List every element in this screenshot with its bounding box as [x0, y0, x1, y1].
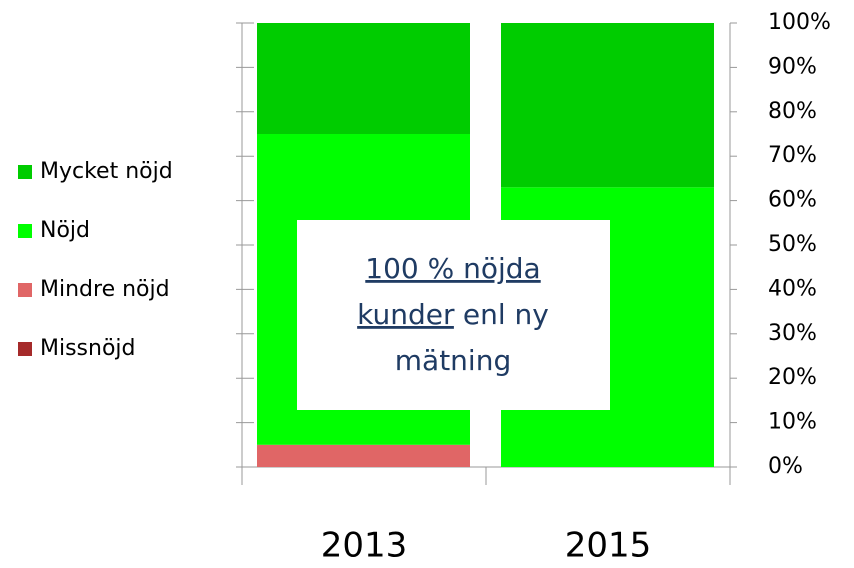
legend-swatch	[18, 224, 32, 238]
bar-segment	[257, 444, 470, 467]
annotation-link: 100 % nöjda	[365, 252, 540, 285]
annotation-text: mätning	[395, 344, 511, 377]
annotation: 100 % nöjda	[365, 252, 540, 285]
annotation-text: enl ny	[463, 298, 549, 331]
legend-swatch	[18, 283, 32, 297]
x-tick-label: 2013	[321, 526, 408, 566]
y-tick-label: 70%	[768, 143, 817, 168]
legend-label: Mycket nöjd	[40, 159, 173, 184]
y-tick-label: 60%	[768, 188, 817, 213]
annotation-box	[297, 220, 610, 410]
y-tick-label: 20%	[768, 365, 817, 390]
legend-swatch	[18, 342, 32, 356]
legend-label: Mindre nöjd	[40, 277, 170, 302]
annotation: mätning	[395, 344, 511, 377]
y-tick-label: 80%	[768, 99, 817, 124]
bar-segment	[501, 23, 714, 188]
y-tick-label: 100%	[768, 10, 831, 35]
annotation: kunder enl ny	[357, 298, 549, 331]
x-tick-label: 2015	[565, 526, 652, 566]
y-tick-label: 10%	[768, 410, 817, 435]
legend-label: Missnöjd	[40, 336, 136, 361]
y-tick-label: 90%	[768, 54, 817, 79]
y-tick-label: 40%	[768, 276, 817, 301]
y-tick-label: 30%	[768, 321, 817, 346]
y-tick-label: 0%	[768, 454, 803, 479]
y-tick-label: 50%	[768, 232, 817, 257]
legend-swatch	[18, 165, 32, 179]
bar-segment	[257, 23, 470, 134]
annotation-link: kunder	[357, 298, 455, 331]
legend-label: Nöjd	[40, 218, 90, 243]
